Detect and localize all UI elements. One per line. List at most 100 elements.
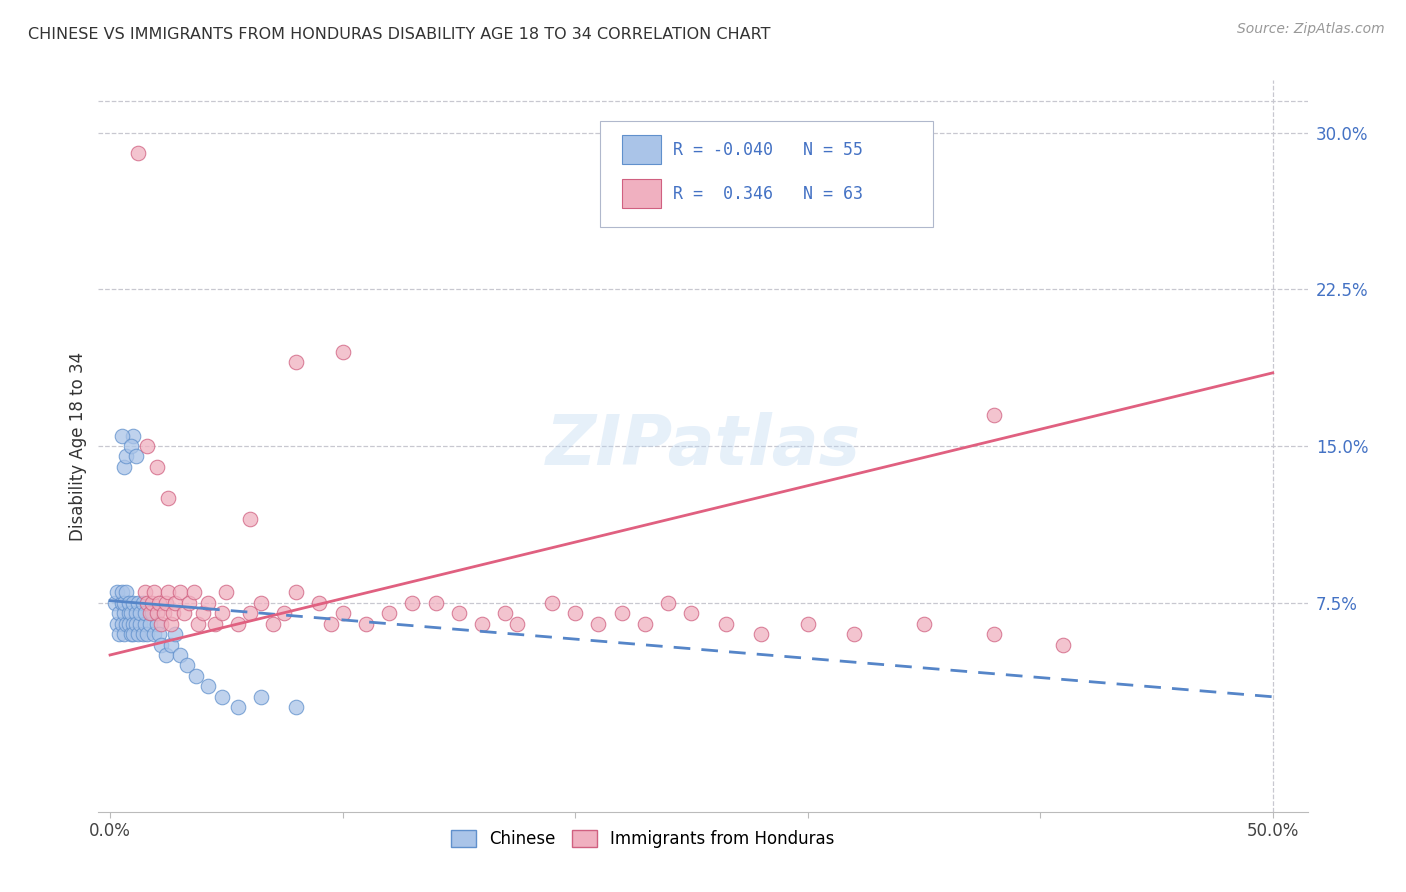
Point	[204, 616, 226, 631]
Text: R =  0.346   N = 63: R = 0.346 N = 63	[672, 185, 863, 202]
Point	[319, 616, 342, 631]
Point	[104, 596, 127, 610]
Point	[332, 606, 354, 620]
Point	[250, 596, 273, 610]
Point	[124, 450, 146, 464]
Text: R = -0.040   N = 55: R = -0.040 N = 55	[672, 141, 863, 159]
Point	[127, 146, 149, 161]
Point	[141, 606, 163, 620]
Point	[165, 627, 187, 641]
Point	[285, 355, 308, 369]
Point	[118, 606, 141, 620]
Point	[112, 596, 135, 610]
Point	[447, 606, 470, 620]
Point	[148, 596, 170, 610]
Point	[127, 596, 149, 610]
Legend: Chinese, Immigrants from Honduras: Chinese, Immigrants from Honduras	[444, 823, 841, 855]
Text: CHINESE VS IMMIGRANTS FROM HONDURAS DISABILITY AGE 18 TO 34 CORRELATION CHART: CHINESE VS IMMIGRANTS FROM HONDURAS DISA…	[28, 27, 770, 42]
Point	[169, 648, 191, 662]
Point	[239, 606, 262, 620]
Point	[141, 596, 163, 610]
Point	[184, 669, 207, 683]
Point	[143, 627, 166, 641]
FancyBboxPatch shape	[600, 120, 932, 227]
Point	[378, 606, 401, 620]
Point	[127, 627, 149, 641]
Point	[610, 606, 633, 620]
Text: Source: ZipAtlas.com: Source: ZipAtlas.com	[1237, 22, 1385, 37]
Bar	[621, 179, 661, 209]
Point	[136, 627, 159, 641]
Point	[983, 408, 1005, 422]
Point	[197, 596, 219, 610]
Point	[165, 596, 187, 610]
Point	[226, 616, 249, 631]
Point	[112, 606, 135, 620]
Point	[134, 585, 156, 599]
Point	[138, 616, 160, 631]
Point	[115, 450, 138, 464]
Point	[118, 596, 141, 610]
Point	[129, 616, 152, 631]
Point	[588, 616, 610, 631]
Point	[540, 596, 562, 610]
Point	[105, 585, 128, 599]
Point	[150, 616, 173, 631]
Point	[145, 606, 167, 620]
Point	[796, 616, 818, 631]
Point	[471, 616, 494, 631]
Point	[183, 585, 205, 599]
Point	[120, 606, 142, 620]
Point	[159, 616, 181, 631]
Point	[124, 606, 146, 620]
Point	[124, 616, 146, 631]
Point	[211, 690, 233, 704]
Point	[179, 596, 201, 610]
Point	[844, 627, 866, 641]
Y-axis label: Disability Age 18 to 34: Disability Age 18 to 34	[69, 351, 87, 541]
Point	[131, 596, 153, 610]
Point	[112, 459, 135, 474]
Point	[134, 616, 156, 631]
Point	[157, 585, 180, 599]
Point	[308, 596, 330, 610]
Point	[634, 616, 657, 631]
Point	[108, 606, 131, 620]
Point	[983, 627, 1005, 641]
Point	[197, 679, 219, 693]
Point	[131, 627, 153, 641]
Point	[332, 345, 354, 359]
Point	[115, 585, 138, 599]
Point	[148, 627, 170, 641]
Point	[136, 596, 159, 610]
Point	[152, 606, 174, 620]
Point	[111, 616, 134, 631]
Point	[143, 585, 166, 599]
Point	[115, 616, 138, 631]
Point	[215, 585, 238, 599]
Point	[122, 616, 145, 631]
Point	[176, 658, 198, 673]
Point	[122, 596, 145, 610]
Point	[425, 596, 447, 610]
Point	[122, 428, 145, 442]
Point	[145, 459, 167, 474]
Point	[285, 585, 308, 599]
Point	[262, 616, 284, 631]
Point	[111, 585, 134, 599]
Text: ZIPatlas: ZIPatlas	[546, 412, 860, 480]
Point	[564, 606, 586, 620]
Point	[136, 439, 159, 453]
Point	[157, 491, 180, 506]
Point	[285, 700, 308, 714]
Point	[169, 585, 191, 599]
Point	[111, 596, 134, 610]
Point	[226, 700, 249, 714]
Point	[494, 606, 516, 620]
Point	[912, 616, 935, 631]
Point	[187, 616, 209, 631]
Point	[250, 690, 273, 704]
Bar	[621, 136, 661, 164]
Point	[134, 606, 156, 620]
Point	[129, 606, 152, 620]
